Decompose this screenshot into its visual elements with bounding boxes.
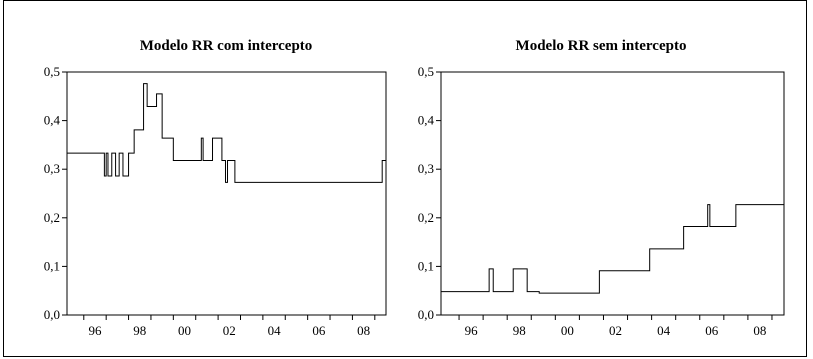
y-tick-label: 0,1 xyxy=(44,258,60,273)
chart-title: Modelo RR com intercepto xyxy=(140,38,313,54)
x-tick-label: 06 xyxy=(312,323,326,338)
y-tick-label: 0,3 xyxy=(44,161,60,176)
x-tick-label: 00 xyxy=(178,323,191,338)
x-tick-label: 98 xyxy=(133,323,146,338)
chart-title: Modelo RR sem intercepto xyxy=(516,38,687,54)
figure-frame xyxy=(3,0,807,357)
y-tick-label: 0,5 xyxy=(418,64,434,79)
x-tick-label: 08 xyxy=(753,323,766,338)
x-tick-label: 06 xyxy=(705,323,719,338)
series-line xyxy=(441,204,784,294)
x-tick-label: 02 xyxy=(609,323,622,338)
x-tick-label: 04 xyxy=(268,323,282,338)
plot-area xyxy=(440,71,785,316)
y-tick-label: 0,2 xyxy=(44,210,60,225)
y-tick-label: 0,0 xyxy=(418,307,434,322)
chart-panel-sem-intercepto: Modelo RR sem intercepto 0,0 0,1 0,2 0,3 0,4… xyxy=(418,38,785,338)
chart-panel-com-intercepto: Modelo RR com intercepto 0,0 0,1 0,2 0,3 0,4… xyxy=(44,38,387,338)
plot-area xyxy=(66,71,387,316)
y-tick-label: 0,3 xyxy=(418,161,434,176)
series-line xyxy=(67,83,386,183)
x-tick-label: 98 xyxy=(513,323,526,338)
x-tick-label: 04 xyxy=(657,323,671,338)
y-tick-label: 0,2 xyxy=(418,210,434,225)
y-tick-label: 0,4 xyxy=(44,113,61,128)
x-tick-label: 08 xyxy=(357,323,370,338)
x-tick-label: 96 xyxy=(465,323,479,338)
y-tick-label: 0,4 xyxy=(418,113,435,128)
y-tick-label: 0,5 xyxy=(44,64,60,79)
x-tick-label: 96 xyxy=(88,323,102,338)
y-tick-label: 0,1 xyxy=(418,258,434,273)
x-tick-label: 02 xyxy=(223,323,236,338)
x-tick-label: 00 xyxy=(561,323,574,338)
y-tick-label: 0,0 xyxy=(44,307,60,322)
